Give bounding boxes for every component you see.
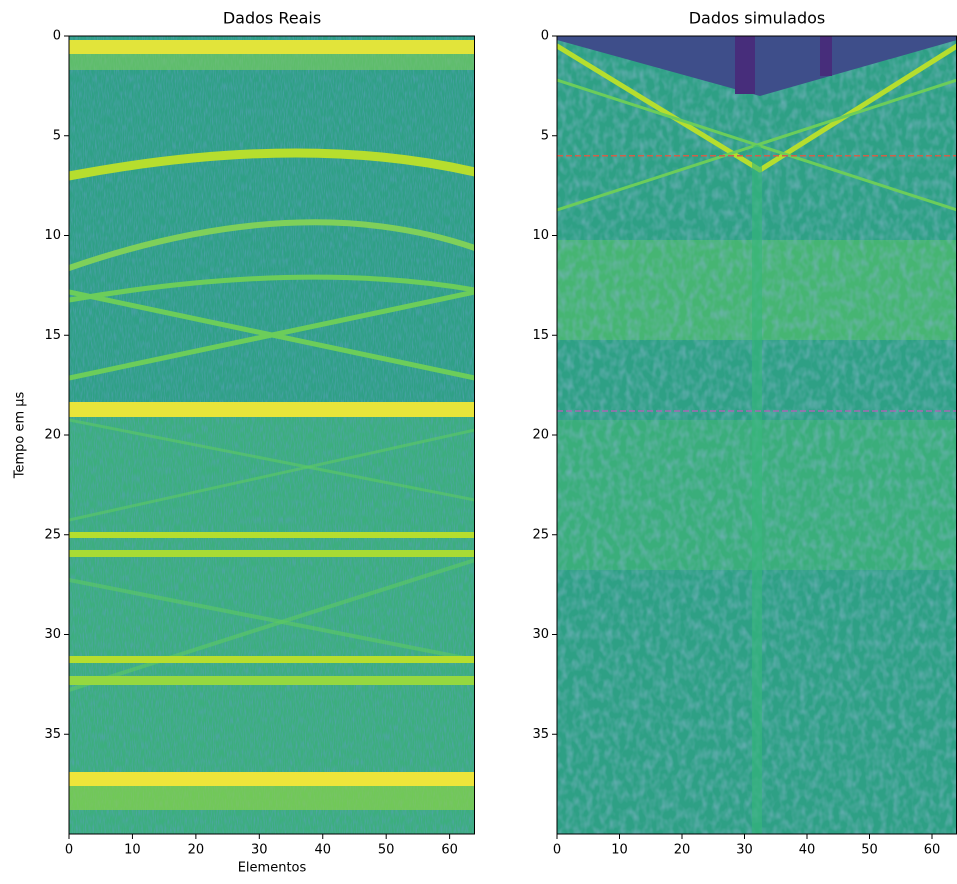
x-tick-label: 30 <box>251 843 268 858</box>
y-tick-label: 5 <box>53 128 61 143</box>
y-tick-label: 20 <box>532 428 549 443</box>
y-tick-label: 25 <box>532 527 549 542</box>
x-tick-label: 40 <box>799 843 816 858</box>
y-tick-label: 30 <box>532 627 549 642</box>
x-tick-label: 30 <box>736 843 753 858</box>
y-tick-label: 10 <box>532 228 549 243</box>
y-tick-label: 25 <box>44 527 61 542</box>
x-tick-label: 40 <box>314 843 331 858</box>
x-tick-label: 20 <box>674 843 691 858</box>
y-tick-label: 30 <box>44 627 61 642</box>
y-tick-label: 5 <box>541 128 549 143</box>
chart-title: Dados simulados <box>689 9 826 28</box>
x-tick-label: 50 <box>861 843 878 858</box>
chart-title: Dados Reais <box>223 9 321 28</box>
x-tick-label: 60 <box>441 843 458 858</box>
x-tick-label: 10 <box>611 843 628 858</box>
x-tick-label: 20 <box>188 843 205 858</box>
y-tick-label: 35 <box>532 727 549 742</box>
y-tick-label: 20 <box>44 428 61 443</box>
x-tick-label: 50 <box>378 843 395 858</box>
y-tick-label: 15 <box>532 328 549 343</box>
x-tick-label: 0 <box>65 843 73 858</box>
x-axis-label: Elementos <box>238 861 307 876</box>
y-axis-label: Tempo em μs <box>13 391 28 479</box>
y-tick-label: 10 <box>44 228 61 243</box>
x-tick-label: 10 <box>124 843 141 858</box>
x-tick-label: 60 <box>924 843 941 858</box>
y-tick-label: 15 <box>44 328 61 343</box>
y-tick-label: 0 <box>541 29 549 44</box>
y-tick-label: 35 <box>44 727 61 742</box>
y-tick-label: 0 <box>53 29 61 44</box>
real-image <box>69 36 475 834</box>
simulated-image <box>557 36 957 834</box>
x-tick-label: 0 <box>553 843 561 858</box>
